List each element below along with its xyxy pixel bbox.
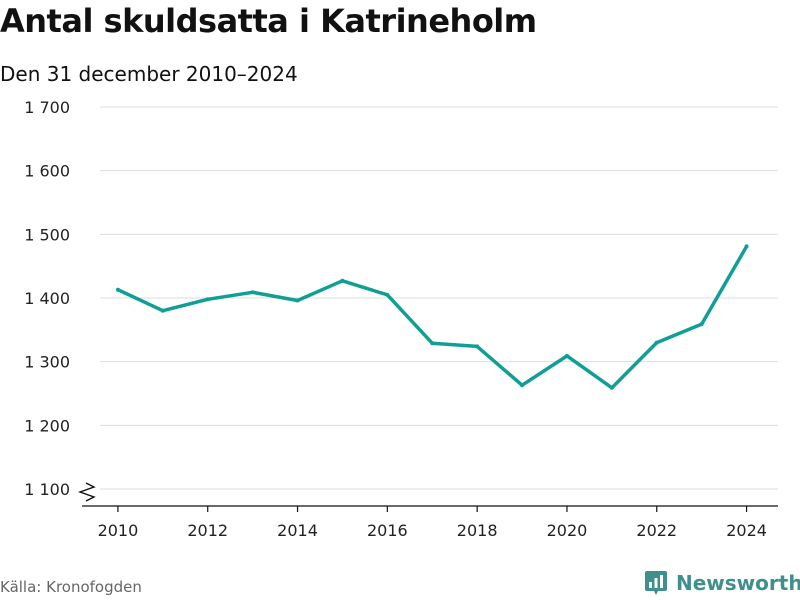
data-point xyxy=(430,341,435,346)
y-tick-label: 1 200 xyxy=(24,416,70,435)
series-line xyxy=(116,244,749,390)
x-tick-label: 2022 xyxy=(636,521,677,540)
data-point xyxy=(475,344,480,349)
y-tick-label: 1 600 xyxy=(24,162,70,181)
x-tick-label: 2024 xyxy=(726,521,767,540)
x-tick-label: 2016 xyxy=(367,521,408,540)
chart-title: Antal skuldsatta i Katrineholm xyxy=(0,2,537,40)
data-point xyxy=(250,290,255,295)
data-point xyxy=(520,383,525,388)
y-tick-label: 1 700 xyxy=(24,98,70,117)
y-axis-ticks: 1 100 1 200 1 300 1 400 1 500 1 600 1 700 xyxy=(24,98,70,499)
newsworthy-logo-icon xyxy=(645,571,667,595)
x-tick-label: 2020 xyxy=(547,521,588,540)
data-point xyxy=(295,298,300,303)
y-tick-label: 1 300 xyxy=(24,353,70,372)
x-tick-label: 2010 xyxy=(98,521,139,540)
data-point xyxy=(115,287,120,292)
x-tick-label: 2012 xyxy=(187,521,228,540)
x-tick-label: 2014 xyxy=(277,521,318,540)
source-note: Källa: Kronofogden xyxy=(0,578,142,596)
data-point xyxy=(340,278,345,283)
brand-logo: Newsworthy xyxy=(644,570,800,596)
data-point xyxy=(744,244,749,249)
data-point xyxy=(385,292,390,297)
x-tick-label: 2018 xyxy=(457,521,498,540)
grid-lines xyxy=(100,106,778,490)
y-tick-label: 1 100 xyxy=(24,480,70,499)
y-tick-label: 1 400 xyxy=(24,289,70,308)
data-point xyxy=(160,308,165,313)
data-point xyxy=(205,297,210,302)
data-point xyxy=(609,385,614,390)
x-axis-ticks: 2010 2012 2014 2016 2018 2020 2022 2024 xyxy=(98,506,767,540)
data-point xyxy=(699,322,704,327)
brand-name: Newsworthy xyxy=(676,571,800,595)
data-point xyxy=(564,353,569,358)
data-point xyxy=(654,340,659,345)
y-tick-label: 1 500 xyxy=(24,225,70,244)
axis-break-icon xyxy=(77,482,96,502)
chart-subtitle: Den 31 december 2010–2024 xyxy=(0,62,298,86)
data-points xyxy=(115,244,749,390)
